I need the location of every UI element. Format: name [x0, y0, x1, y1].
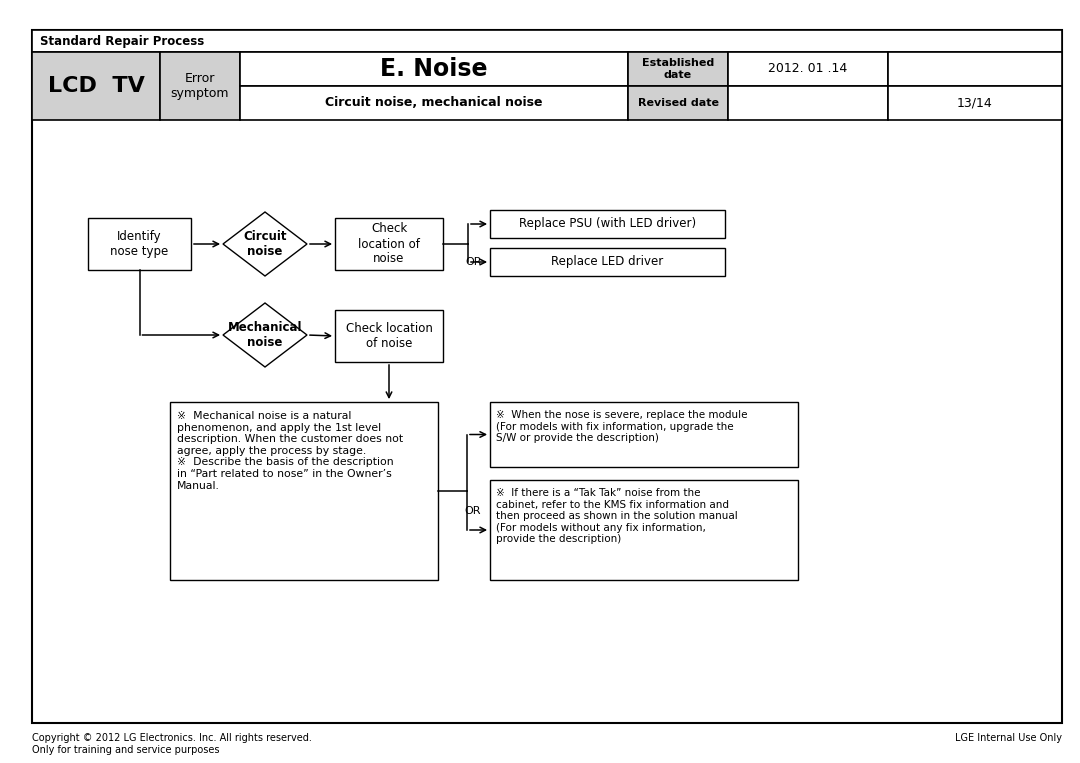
Text: LGE Internal Use Only: LGE Internal Use Only	[955, 733, 1062, 743]
Text: LCD  TV: LCD TV	[48, 76, 145, 96]
Text: Replace LED driver: Replace LED driver	[552, 256, 663, 269]
Bar	[32, 30, 1062, 52]
Bar	[888, 86, 1062, 120]
Bar	[627, 52, 728, 86]
Text: E. Noise: E. Noise	[380, 57, 488, 81]
Polygon shape	[222, 303, 307, 367]
Bar	[490, 210, 725, 238]
Text: Check
location of
noise: Check location of noise	[359, 223, 420, 266]
Bar	[728, 52, 888, 86]
Bar	[490, 480, 798, 580]
Text: Circuit
noise: Circuit noise	[243, 230, 287, 258]
Text: Revised date: Revised date	[637, 98, 718, 108]
Text: ※  Mechanical noise is a natural
phenomenon, and apply the 1st level
description: ※ Mechanical noise is a natural phenomen…	[177, 411, 403, 491]
Text: Mechanical
noise: Mechanical noise	[228, 321, 302, 349]
Bar	[240, 52, 627, 86]
Polygon shape	[222, 212, 307, 276]
Bar	[160, 52, 240, 120]
Text: Error
symptom: Error symptom	[171, 72, 229, 100]
Bar	[170, 402, 438, 580]
Text: Standard Repair Process: Standard Repair Process	[40, 34, 204, 47]
Text: 2012. 01 .14: 2012. 01 .14	[768, 63, 848, 76]
Bar	[888, 52, 1062, 86]
Bar	[32, 52, 160, 120]
Text: OR: OR	[464, 506, 482, 516]
Bar	[335, 218, 443, 270]
Bar	[627, 86, 728, 120]
Text: Replace PSU (with LED driver): Replace PSU (with LED driver)	[518, 217, 697, 230]
Text: ※  When the nose is severe, replace the module
(For models with fix information,: ※ When the nose is severe, replace the m…	[496, 410, 747, 443]
Text: Check location
of noise: Check location of noise	[346, 322, 432, 350]
Bar	[87, 218, 191, 270]
Bar	[240, 86, 627, 120]
Bar	[490, 402, 798, 467]
Text: 13/14: 13/14	[957, 96, 993, 110]
Bar	[728, 86, 888, 120]
Text: ※  If there is a “Tak Tak” noise from the
cabinet, refer to the KMS fix informat: ※ If there is a “Tak Tak” noise from the…	[496, 488, 738, 544]
Bar	[490, 248, 725, 276]
Text: Established
date: Established date	[642, 58, 714, 80]
Text: OR: OR	[465, 257, 483, 267]
Text: Identify
nose type: Identify nose type	[110, 230, 168, 258]
Text: Copyright © 2012 LG Electronics. Inc. All rights reserved.
Only for training and: Copyright © 2012 LG Electronics. Inc. Al…	[32, 733, 312, 755]
Text: Circuit noise, mechanical noise: Circuit noise, mechanical noise	[325, 96, 543, 110]
Bar	[335, 310, 443, 362]
